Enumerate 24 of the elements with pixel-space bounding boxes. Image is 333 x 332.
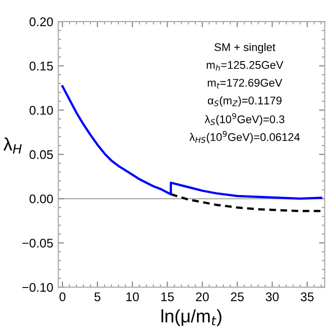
annotation: λ$_{HS}$(10$^{9}$GeV)=0.06124	[189, 130, 300, 144]
x-tick-label: 30	[266, 292, 279, 302]
y-tick-label: 0.05	[30, 150, 53, 160]
x-tick-label: 25	[230, 292, 244, 302]
annotation: SM + singlet	[214, 42, 276, 54]
x-tick-label: 15	[161, 292, 174, 302]
x-tick-label: 20	[196, 292, 209, 302]
x-tick-label: 5	[94, 292, 100, 302]
y-tick-label: −0.10	[22, 282, 53, 292]
annotation: m$_{h}$=125.25GeV	[206, 61, 284, 71]
y-tick-label: 0.20	[30, 17, 53, 26]
line-series	[170, 193, 322, 212]
annotation: λ$_{S}$(10$^{9}$GeV)=0.3	[204, 113, 284, 126]
x-axis-title: ln(μ/m$_{t}$)	[162, 309, 222, 326]
x-tick-label: 35	[300, 292, 314, 302]
x-tick-label: 0	[59, 292, 66, 302]
y-tick-label: 0.10	[30, 106, 53, 115]
y-tick-label: −0.05	[22, 238, 53, 248]
x-tick-label: 10	[126, 292, 139, 302]
y-tick-label: 0.15	[30, 62, 53, 70]
y-tick-label: 0.00	[30, 194, 53, 204]
annotation: α$_{S}$(m$_{Z}$)=0.1179	[208, 96, 282, 107]
y-axis-title: λ$_{H}$	[3, 137, 22, 154]
annotation: m$_{t}$=172.69GeV	[208, 78, 282, 88]
